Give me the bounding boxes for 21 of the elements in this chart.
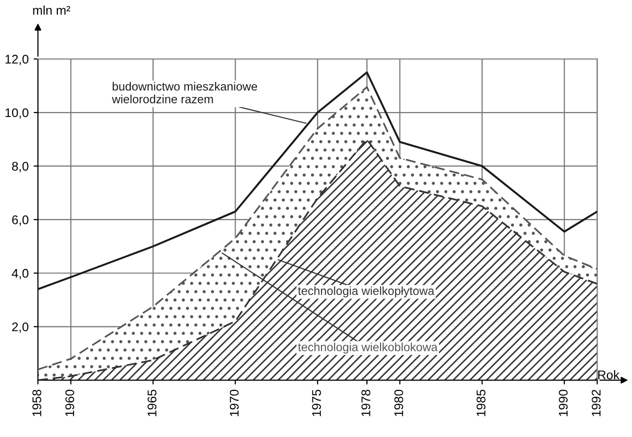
- y-tick-label: 8,0: [12, 162, 28, 172]
- series-label: technologia wielkopłytowa: [298, 286, 434, 298]
- x-tick-label: 1975: [312, 390, 321, 416]
- y-tick-label: 6,0: [12, 215, 28, 226]
- x-tick-label: 1992: [592, 390, 601, 416]
- text: technologia wielkoblokowa: [298, 342, 438, 354]
- text: budownictwo mieszkaniowe wielorodzine razem: [112, 82, 258, 104]
- x-tick-label: 1960: [65, 390, 74, 416]
- y-tick-label: 4,0: [12, 268, 28, 280]
- x-tick-label: 1958: [32, 390, 42, 416]
- x-tick-label: 1990: [558, 390, 568, 416]
- x-tick-label: 1980: [394, 390, 404, 416]
- x-tick-label: 1978: [361, 390, 370, 416]
- y-tick-label: 10,0: [6, 108, 28, 119]
- x-axis-title: Rok: [598, 370, 620, 380]
- y-tick-label: 2,0: [12, 322, 28, 333]
- x-tick-label: 1965: [148, 390, 156, 416]
- x-tick-label: 1985: [476, 390, 486, 416]
- y-tick-label: 12,0: [6, 54, 28, 66]
- x-tick-label: 1970: [230, 390, 239, 416]
- y-axis-title: mln m²: [33, 6, 70, 15]
